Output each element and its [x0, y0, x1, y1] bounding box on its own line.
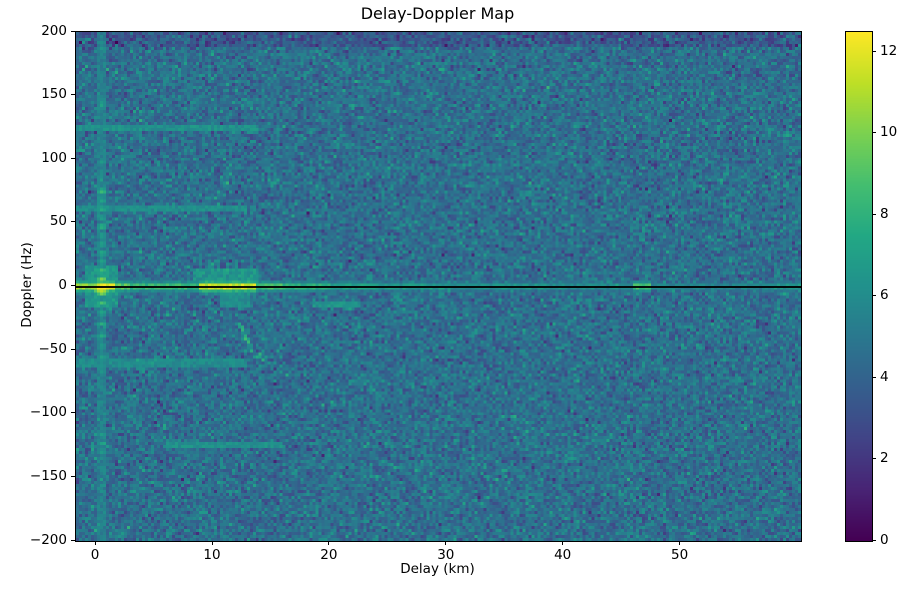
colorbar — [845, 31, 873, 542]
x-tick-label: 10 — [203, 547, 221, 563]
x-tick-label: 50 — [671, 547, 689, 563]
y-tick-label: 0 — [58, 277, 67, 293]
x-tick-mark — [445, 541, 447, 545]
colorbar-tick-mark — [872, 376, 876, 378]
y-tick-mark — [71, 475, 75, 477]
chart-title: Delay-Doppler Map — [360, 4, 515, 23]
x-axis-label: Delay (km) — [400, 561, 475, 577]
y-tick-label: 150 — [41, 86, 67, 103]
colorbar-tick-label: 0 — [880, 531, 889, 548]
x-tick-label: 20 — [320, 547, 338, 563]
y-tick-label: 200 — [41, 22, 67, 39]
y-tick-mark — [71, 157, 75, 159]
colorbar-tick-mark — [872, 458, 876, 460]
colorbar-tick-mark — [872, 295, 876, 297]
y-tick-mark — [71, 30, 75, 32]
y-tick-mark — [71, 539, 75, 541]
colorbar-tick-mark — [872, 213, 876, 215]
colorbar-tick-label: 12 — [880, 42, 898, 59]
y-tick-mark — [71, 412, 75, 414]
colorbar-tick-label: 8 — [880, 205, 889, 222]
x-tick-mark — [328, 541, 330, 545]
y-tick-label: −50 — [38, 340, 68, 357]
x-tick-mark — [94, 541, 96, 545]
x-tick-label: 30 — [437, 547, 455, 563]
x-tick-mark — [562, 541, 564, 545]
colorbar-tick-label: 10 — [880, 124, 898, 141]
y-tick-label: 50 — [49, 213, 67, 230]
colorbar-tick-mark — [872, 539, 876, 541]
colorbar-tick-label: 4 — [880, 368, 889, 385]
x-tick-mark — [679, 541, 681, 545]
y-tick-label: −200 — [29, 531, 67, 548]
colorbar-canvas — [846, 32, 872, 541]
y-tick-mark — [71, 348, 75, 350]
y-tick-label: 100 — [41, 149, 67, 166]
y-tick-label: −100 — [29, 404, 67, 421]
zero-doppler-line — [76, 286, 801, 288]
colorbar-tick-label: 6 — [880, 287, 889, 304]
y-tick-mark — [71, 94, 75, 96]
colorbar-tick-mark — [872, 132, 876, 134]
y-tick-mark — [71, 221, 75, 223]
colorbar-tick-label: 2 — [880, 450, 889, 467]
x-tick-label: 0 — [90, 547, 100, 563]
x-tick-label: 40 — [554, 547, 572, 563]
colorbar-tick-mark — [872, 50, 876, 52]
y-tick-label: −150 — [29, 467, 67, 484]
plot-area — [75, 31, 802, 542]
y-tick-mark — [71, 285, 75, 286]
x-tick-mark — [211, 541, 213, 545]
